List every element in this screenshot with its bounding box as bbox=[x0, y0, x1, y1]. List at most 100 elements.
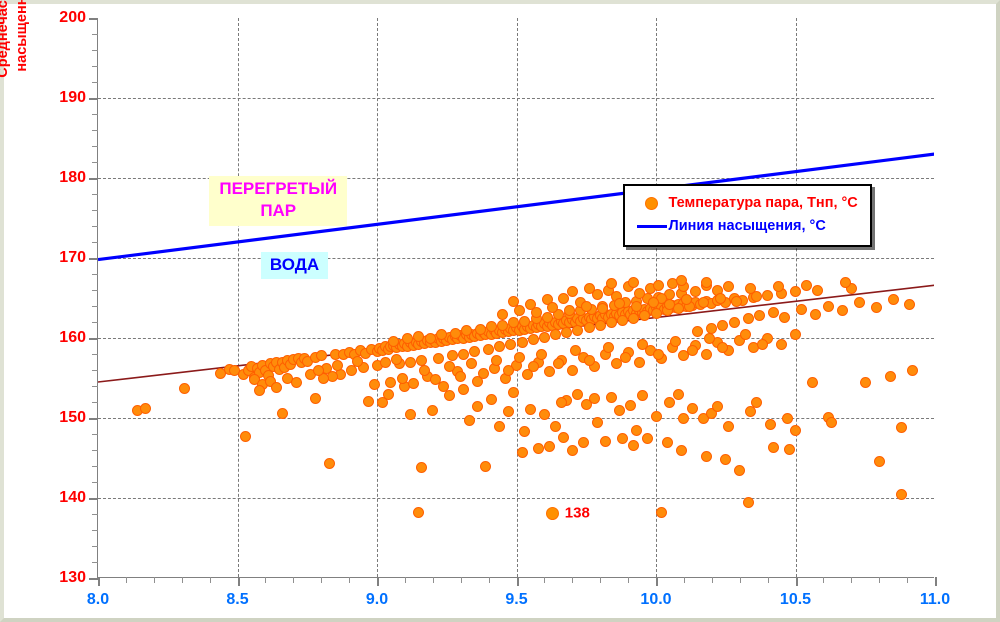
scatter-point bbox=[533, 442, 545, 454]
scatter-point bbox=[675, 274, 687, 286]
scatter-point bbox=[519, 426, 531, 438]
scatter-point bbox=[583, 322, 595, 334]
scatter-point bbox=[907, 364, 919, 376]
scatter-point bbox=[271, 382, 283, 394]
scatter-point bbox=[413, 506, 425, 518]
scatter-point bbox=[784, 443, 796, 455]
zone-label-superheated-steam: ПЕРЕГРЕТЫЙ ПАР bbox=[209, 176, 348, 226]
scatter-point bbox=[767, 306, 779, 318]
y-tick-minor bbox=[92, 242, 98, 243]
x-tick-minor bbox=[907, 577, 909, 583]
scatter-point bbox=[672, 389, 684, 401]
scatter-point bbox=[681, 294, 693, 306]
scatter-point bbox=[460, 325, 472, 337]
scatter-point bbox=[432, 352, 444, 364]
y-tick-major bbox=[89, 498, 98, 500]
scatter-point bbox=[697, 413, 709, 425]
legend-item-steam-temperature[interactable]: Температура пара, Тнп, °С bbox=[635, 192, 858, 215]
y-tick-minor bbox=[92, 50, 98, 51]
x-tick-minor bbox=[488, 577, 490, 583]
scatter-point bbox=[619, 351, 631, 363]
y-tick-minor bbox=[92, 306, 98, 307]
scatter-point bbox=[591, 289, 603, 301]
scatter-point bbox=[756, 338, 768, 350]
scatter-point bbox=[527, 361, 539, 373]
scatter-point bbox=[477, 367, 489, 379]
scatter-point bbox=[508, 386, 520, 398]
x-tick-major bbox=[656, 577, 658, 586]
scatter-point bbox=[480, 461, 492, 473]
data-point-annotation-138: 138 bbox=[545, 504, 590, 522]
scatter-point bbox=[776, 338, 788, 350]
x-tick-label: 9.0 bbox=[365, 591, 389, 608]
scatter-point bbox=[430, 374, 442, 386]
y-tick-label: 160 bbox=[59, 329, 86, 346]
scatter-point bbox=[471, 401, 483, 413]
scatter-point bbox=[628, 439, 640, 451]
scatter-point bbox=[276, 407, 288, 419]
y-tick-label: 140 bbox=[59, 489, 86, 506]
scatter-point bbox=[717, 342, 729, 354]
x-tick-minor bbox=[153, 577, 155, 583]
x-tick-minor bbox=[600, 577, 602, 583]
scatter-point bbox=[605, 391, 617, 403]
x-tick-label: 9.5 bbox=[505, 591, 528, 608]
x-tick-minor bbox=[404, 577, 406, 583]
scatter-point bbox=[558, 431, 570, 443]
scatter-point bbox=[497, 319, 509, 331]
x-tick-minor bbox=[823, 577, 825, 583]
x-tick-label: 8.5 bbox=[226, 591, 249, 608]
scatter-point bbox=[706, 322, 718, 334]
x-tick-minor bbox=[711, 577, 713, 583]
legend-item-saturation-line[interactable]: Линия насыщения, °С bbox=[635, 215, 858, 238]
scatter-point bbox=[812, 284, 824, 296]
x-tick-minor bbox=[544, 577, 546, 583]
x-tick-minor bbox=[209, 577, 211, 583]
scatter-point bbox=[564, 304, 575, 316]
scatter-point bbox=[385, 377, 397, 389]
x-tick-minor bbox=[879, 577, 881, 583]
legend-label-saturation-line: Линия насыщения, °С bbox=[668, 218, 826, 235]
scatter-point bbox=[723, 281, 735, 293]
scatter-point bbox=[522, 369, 534, 381]
scatter-point bbox=[391, 354, 403, 366]
x-tick-label: 11.0 bbox=[919, 591, 951, 608]
scatter-point bbox=[739, 329, 751, 341]
gridline-horizontal bbox=[98, 498, 934, 499]
scatter-point bbox=[416, 462, 428, 474]
scatter-point bbox=[605, 317, 617, 329]
y-tick-label: 180 bbox=[59, 169, 86, 186]
y-tick-minor bbox=[92, 514, 98, 515]
scatter-point bbox=[463, 414, 475, 426]
gridline-horizontal bbox=[98, 418, 934, 419]
scatter-point bbox=[558, 292, 570, 304]
scatter-point bbox=[404, 356, 416, 368]
scatter-point bbox=[505, 338, 517, 350]
x-tick-minor bbox=[767, 577, 769, 583]
scatter-point bbox=[734, 334, 746, 346]
x-tick-label: 10.5 bbox=[779, 591, 812, 608]
scatter-point bbox=[519, 315, 531, 327]
scatter-point bbox=[854, 297, 866, 309]
scatter-point bbox=[653, 279, 665, 291]
y-tick-minor bbox=[92, 194, 98, 195]
scatter-point bbox=[720, 454, 732, 466]
scatter-point bbox=[806, 376, 818, 388]
scatter-point bbox=[750, 396, 762, 408]
plot-area: 130 140 150 160 170 180 190 200 8.0 8.5 9.0 9.5 10.… bbox=[59, 9, 950, 608]
scatter-point bbox=[589, 361, 601, 373]
scatter-point bbox=[642, 432, 654, 444]
scatter-point bbox=[636, 390, 648, 402]
scatter-point bbox=[536, 348, 548, 360]
scatter-point bbox=[388, 335, 400, 347]
scatter-point bbox=[455, 370, 467, 382]
y-tick-label: 190 bbox=[59, 89, 86, 106]
scatter-point bbox=[664, 397, 676, 409]
scatter-point bbox=[717, 319, 729, 331]
legend-marker-icon bbox=[635, 196, 669, 210]
scatter-point bbox=[538, 409, 550, 421]
scatter-point bbox=[767, 442, 779, 454]
gridline-horizontal bbox=[98, 338, 934, 339]
scatter-point bbox=[139, 402, 151, 414]
y-tick-minor bbox=[92, 130, 98, 131]
